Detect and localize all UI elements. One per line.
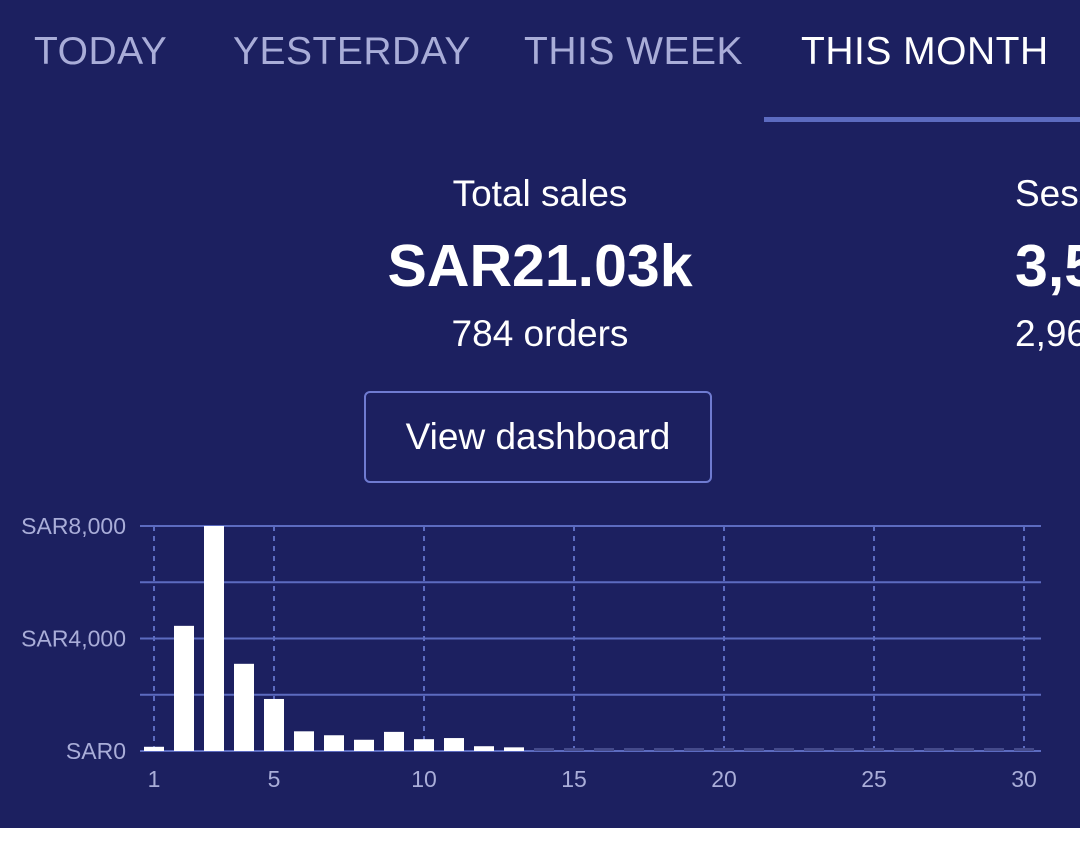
view-dashboard-button[interactable]: View dashboard <box>364 391 712 483</box>
total-sales-label: Total sales <box>452 173 628 214</box>
tab-this-month[interactable]: THIS MONTH <box>801 30 1049 73</box>
bar <box>264 698 284 751</box>
y-tick-label: SAR8,000 <box>21 513 126 539</box>
active-tab-indicator <box>764 117 1080 122</box>
x-tick-label: 15 <box>561 766 587 792</box>
bar <box>144 746 164 751</box>
bar <box>234 663 254 751</box>
bar <box>954 748 974 751</box>
bar <box>294 731 314 751</box>
bar <box>834 748 854 751</box>
y-tick-label: SAR4,000 <box>21 626 126 652</box>
x-tick-label: 10 <box>411 766 437 792</box>
total-sales-value: SAR21.03k <box>387 233 693 299</box>
tab-yesterday[interactable]: YESTERDAY <box>233 30 471 73</box>
bar <box>684 748 704 751</box>
bar <box>324 735 344 751</box>
bar <box>594 748 614 751</box>
bar <box>984 748 1004 751</box>
x-tick-label: 25 <box>861 766 887 792</box>
bar <box>714 748 734 751</box>
sessions-value: 3,5 <box>1015 233 1080 299</box>
y-tick-label: SAR0 <box>66 738 126 764</box>
bar <box>624 748 644 751</box>
bar <box>354 739 374 751</box>
bar <box>384 731 404 751</box>
bar <box>894 748 914 751</box>
bar <box>744 748 764 751</box>
bar <box>174 625 194 751</box>
tab-this-week[interactable]: THIS WEEK <box>524 30 744 73</box>
sessions-sub: 2,96 <box>1015 313 1080 354</box>
bar <box>474 746 494 751</box>
total-sales-orders: 784 orders <box>451 313 629 354</box>
bar <box>654 748 674 751</box>
x-tick-label: 1 <box>148 766 161 792</box>
x-tick-label: 20 <box>711 766 737 792</box>
bar <box>414 739 434 751</box>
bar <box>204 526 224 751</box>
x-tick-label: 30 <box>1011 766 1037 792</box>
sessions-label: Sessions <box>1015 173 1080 214</box>
bar <box>564 748 584 751</box>
x-tick-label: 5 <box>268 766 281 792</box>
bar <box>804 748 824 751</box>
bar <box>774 748 794 751</box>
bar <box>444 738 464 751</box>
sales-panel: TODAY YESTERDAY THIS WEEK THIS MONTH Tot… <box>0 0 1080 828</box>
bar <box>534 748 554 751</box>
tab-today[interactable]: TODAY <box>34 30 168 73</box>
bar <box>1014 748 1034 751</box>
bar <box>864 748 884 751</box>
bar <box>924 748 944 751</box>
bar <box>504 747 524 751</box>
